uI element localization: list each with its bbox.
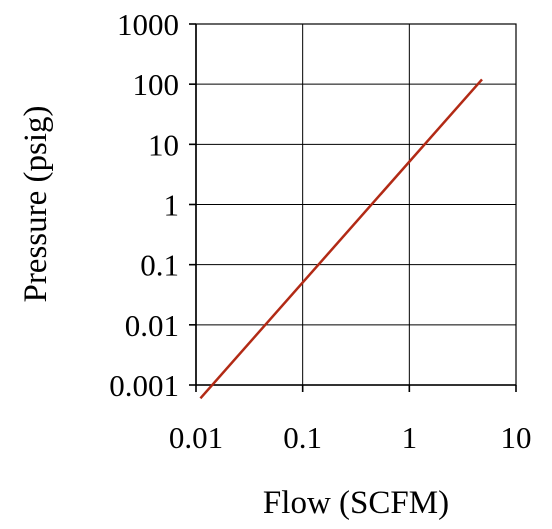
x-tick-label: 0.1 [283, 420, 322, 455]
grid [195, 23, 517, 386]
x-tick-label: 1 [402, 420, 418, 455]
y-tick-label: 10 [148, 127, 179, 162]
y-tick-label: 1 [164, 188, 180, 223]
x-tick-label: 0.01 [169, 420, 223, 455]
y-tick-label: 0.1 [140, 248, 179, 283]
y-axis-title: Pressure (psig) [18, 105, 54, 302]
x-axis-title: Flow (SCFM) [263, 485, 449, 521]
y-tick-label: 1000 [117, 7, 179, 42]
series-line [199, 78, 483, 400]
y-tick-label: 100 [133, 67, 180, 102]
x-tick-labels: 0.01 0.1 1 10 [169, 420, 532, 455]
y-tick-label: 0.01 [125, 308, 179, 343]
y-tick-label: 0.001 [109, 368, 179, 403]
x-tick-label: 10 [501, 420, 532, 455]
series-layer [199, 78, 483, 400]
axes [189, 23, 517, 392]
y-tick-labels: 0.001 0.01 0.1 1 10 100 1000 [109, 7, 179, 403]
